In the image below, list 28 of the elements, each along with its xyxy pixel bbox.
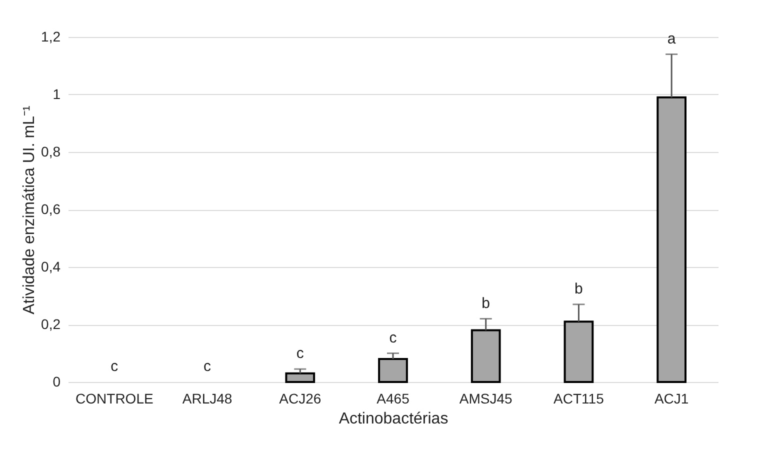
x-tick-label: CONTROLE	[76, 390, 154, 406]
y-axis-title: Atividade enzimática UI. mL⁻¹	[21, 106, 38, 314]
x-tick-label: ACJ1	[654, 390, 689, 406]
x-tick-label: A465	[376, 390, 410, 406]
annotation: a	[667, 30, 676, 48]
y-tick-label: 0,2	[41, 316, 61, 332]
annotation: c	[389, 329, 398, 346]
y-tick-label: 0	[52, 374, 61, 390]
annotation: c	[110, 358, 119, 375]
bar	[564, 320, 594, 383]
annotation: c	[296, 345, 304, 362]
bar	[470, 329, 501, 383]
bar	[285, 372, 316, 383]
y-tick-label: 0,4	[41, 258, 61, 274]
x-tick-label: AMSJ45	[459, 390, 513, 406]
x-tick-label: ARLJ48	[182, 390, 232, 406]
y-tick-label: 0,8	[41, 144, 61, 160]
annotation: b	[482, 294, 490, 312]
bar	[378, 358, 408, 383]
annotation: b	[574, 280, 583, 298]
bar	[656, 96, 686, 383]
y-tick-label: 1,2	[41, 28, 61, 44]
x-tick-label: ACT115	[554, 390, 604, 406]
x-tick-label: ACJ26	[279, 390, 322, 406]
y-tick-label: 0,6	[41, 201, 61, 217]
y-tick-label: 1	[52, 86, 61, 102]
x-axis-title: Actinobactérias	[338, 410, 448, 428]
annotation: c	[204, 358, 212, 375]
